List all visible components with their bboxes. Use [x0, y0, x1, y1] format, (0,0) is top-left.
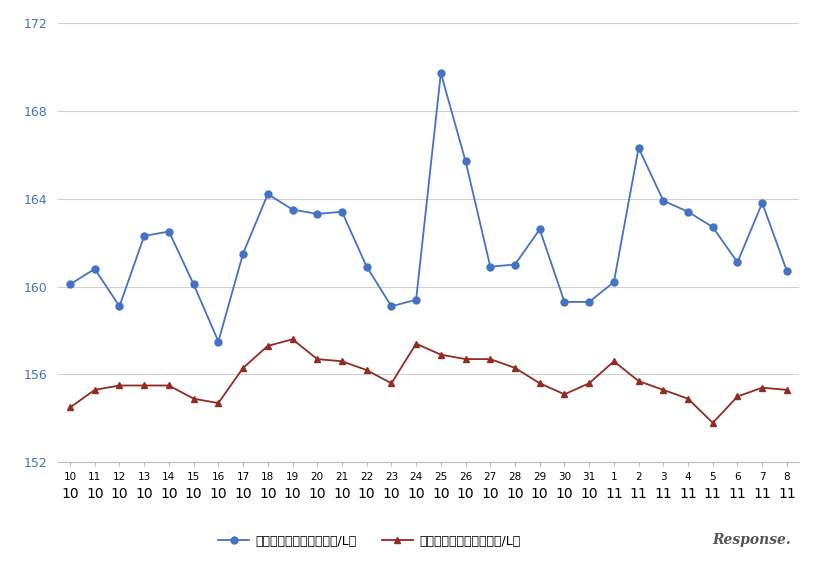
レギュラー看板価格（円/L） — [535, 226, 545, 233]
レギュラー実売価格（円/L） — [436, 351, 446, 358]
レギュラー看板価格（円/L） — [559, 298, 569, 305]
レギュラー実売価格（円/L） — [609, 358, 619, 365]
レギュラー看板価格（円/L） — [757, 200, 767, 206]
レギュラー看板価格（円/L） — [115, 303, 124, 310]
レギュラー看板価格（円/L） — [584, 298, 594, 305]
レギュラー実売価格（円/L） — [510, 364, 520, 371]
レギュラー看板価格（円/L） — [288, 206, 297, 213]
Legend: レギュラー看板価格（円/L）, レギュラー実売価格（円/L）: レギュラー看板価格（円/L）, レギュラー実売価格（円/L） — [213, 530, 526, 553]
レギュラー実売価格（円/L） — [386, 380, 396, 387]
レギュラー看板価格（円/L） — [213, 338, 223, 345]
レギュラー実売価格（円/L） — [634, 378, 644, 385]
レギュラー実売価格（円/L） — [683, 395, 693, 402]
レギュラー実売価格（円/L） — [559, 391, 569, 398]
レギュラー実売価格（円/L） — [238, 364, 248, 371]
レギュラー看板価格（円/L） — [312, 210, 322, 217]
Text: Response.: Response. — [712, 533, 791, 547]
レギュラー実売価格（円/L） — [189, 395, 199, 402]
レギュラー実売価格（円/L） — [115, 382, 124, 389]
レギュラー実売価格（円/L） — [461, 356, 471, 363]
レギュラー実売価格（円/L） — [757, 384, 767, 391]
Line: レギュラー看板価格（円/L）: レギュラー看板価格（円/L） — [67, 70, 790, 345]
レギュラー看板価格（円/L） — [411, 296, 421, 303]
レギュラー看板価格（円/L） — [461, 158, 471, 165]
レギュラー看板価格（円/L） — [189, 281, 199, 288]
レギュラー実売価格（円/L） — [708, 420, 718, 426]
レギュラー看板価格（円/L） — [683, 208, 693, 215]
レギュラー看板価格（円/L） — [708, 224, 718, 231]
レギュラー看板価格（円/L） — [139, 232, 149, 239]
Line: レギュラー実売価格（円/L）: レギュラー実売価格（円/L） — [68, 337, 789, 426]
レギュラー看板価格（円/L） — [263, 191, 273, 197]
レギュラー実売価格（円/L） — [139, 382, 149, 389]
レギュラー看板価格（円/L） — [238, 250, 248, 257]
レギュラー実売価格（円/L） — [164, 382, 174, 389]
レギュラー実売価格（円/L） — [658, 386, 668, 393]
レギュラー実売価格（円/L） — [411, 340, 421, 347]
レギュラー看板価格（円/L） — [485, 263, 495, 270]
レギュラー看板価格（円/L） — [164, 228, 174, 235]
レギュラー看板価格（円/L） — [634, 144, 644, 151]
レギュラー看板価格（円/L） — [658, 197, 668, 204]
レギュラー実売価格（円/L） — [263, 342, 273, 349]
レギュラー看板価格（円/L） — [90, 266, 100, 272]
レギュラー実売価格（円/L） — [782, 386, 792, 393]
レギュラー実売価格（円/L） — [65, 404, 75, 411]
レギュラー実売価格（円/L） — [337, 358, 347, 365]
レギュラー実売価格（円/L） — [485, 356, 495, 363]
レギュラー看板価格（円/L） — [782, 268, 792, 275]
レギュラー実売価格（円/L） — [312, 356, 322, 363]
レギュラー看板価格（円/L） — [609, 279, 619, 285]
レギュラー実売価格（円/L） — [733, 393, 742, 400]
レギュラー看板価格（円/L） — [436, 70, 446, 77]
レギュラー実売価格（円/L） — [288, 336, 297, 343]
レギュラー看板価格（円/L） — [510, 261, 520, 268]
レギュラー実売価格（円/L） — [90, 386, 100, 393]
レギュラー実売価格（円/L） — [584, 380, 594, 387]
レギュラー看板価格（円/L） — [65, 281, 75, 288]
レギュラー看板価格（円/L） — [362, 263, 372, 270]
レギュラー看板価格（円/L） — [337, 208, 347, 215]
レギュラー看板価格（円/L） — [386, 303, 396, 310]
レギュラー看板価格（円/L） — [733, 259, 742, 266]
レギュラー実売価格（円/L） — [362, 367, 372, 373]
レギュラー実売価格（円/L） — [213, 400, 223, 407]
レギュラー実売価格（円/L） — [535, 380, 545, 387]
